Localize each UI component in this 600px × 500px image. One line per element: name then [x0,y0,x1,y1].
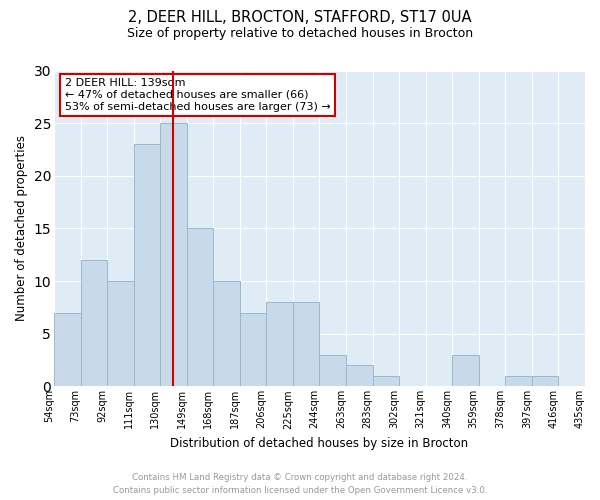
Bar [452,355,479,386]
Bar [346,366,373,386]
Bar [266,302,293,386]
Bar [187,228,213,386]
Bar [319,355,346,386]
Text: Size of property relative to detached houses in Brocton: Size of property relative to detached ho… [127,28,473,40]
Text: 2 DEER HILL: 139sqm
← 47% of detached houses are smaller (66)
53% of semi-detach: 2 DEER HILL: 139sqm ← 47% of detached ho… [65,78,331,112]
Bar [134,144,160,386]
Bar [293,302,319,386]
Bar [213,281,240,386]
Bar [80,260,107,386]
Text: 2, DEER HILL, BROCTON, STAFFORD, ST17 0UA: 2, DEER HILL, BROCTON, STAFFORD, ST17 0U… [128,10,472,25]
Y-axis label: Number of detached properties: Number of detached properties [15,136,28,322]
Bar [373,376,399,386]
Bar [505,376,532,386]
X-axis label: Distribution of detached houses by size in Brocton: Distribution of detached houses by size … [170,437,469,450]
Bar [240,312,266,386]
Bar [107,281,134,386]
Bar [160,123,187,386]
Text: Contains HM Land Registry data © Crown copyright and database right 2024.
Contai: Contains HM Land Registry data © Crown c… [113,473,487,495]
Bar [532,376,559,386]
Bar [54,312,80,386]
